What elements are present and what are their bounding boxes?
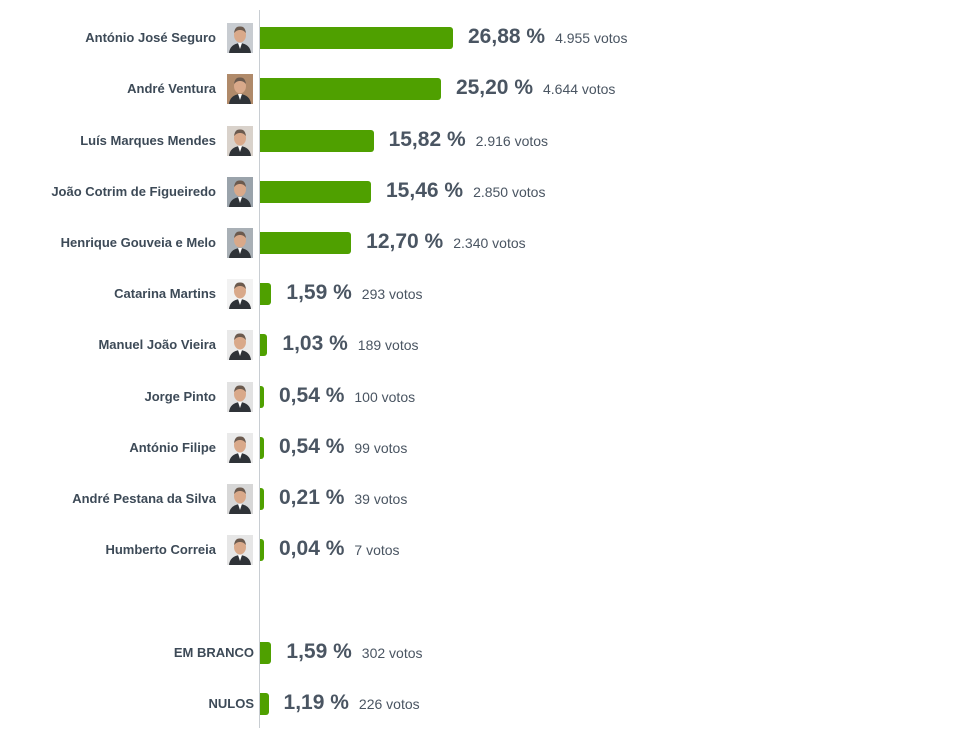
percent-label: 25,20 % [455,76,533,99]
candidate-name: João Cotrim de Figueiredo [51,184,216,199]
result-bar [260,539,264,561]
candidate-photo [227,382,253,412]
votes-label: 99 votos [354,440,408,456]
result-bar [260,488,264,510]
votes-label: 2.916 votos [475,133,549,149]
votes-label: 4.644 votos [543,81,616,97]
candidate-photo [227,228,253,258]
result-bar [260,437,264,459]
percent-label: 0,54 % [279,384,345,407]
result-bar [260,232,352,254]
result-row: NULOS 1,19 % 226 votos [0,684,960,724]
percent-label: 0,04 % [279,537,345,560]
result-bar [260,693,269,715]
candidate-name: Jorge Pinto [144,389,216,404]
candidate-name: Manuel João Vieira [98,337,216,352]
votes-label: 2.850 votos [473,184,546,200]
result-row: André Pestana da Silva 0,21 % 39 votos [0,479,960,519]
result-row: Catarina Martins 1,59 % 293 votos [0,274,960,314]
result-bar [260,181,371,203]
candidate-name: Humberto Correia [105,542,216,557]
percent-label: 0,54 % [279,435,345,458]
votes-label: 293 votos [361,286,423,302]
percent-label: 26,88 % [468,25,546,48]
result-bar [260,27,453,49]
candidate-photo [227,177,253,207]
candidate-name: António José Seguro [85,30,216,45]
candidate-photo [227,433,253,463]
candidate-name: NULOS [208,696,255,711]
candidate-photo [227,23,253,53]
votes-label: 100 votos [354,389,416,405]
percent-label: 15,46 % [386,179,464,202]
percent-label: 0,21 % [279,486,345,509]
result-row: João Cotrim de Figueiredo 15,46 % 2.850 vo… [0,172,960,212]
result-bar [260,642,272,664]
candidate-name: Henrique Gouveia e Melo [60,235,216,250]
result-row: André Ventura 25,20 % 4.644 votos [0,69,960,109]
result-row: António José Seguro 26,88 % 4.955 votos [0,18,960,58]
votes-label: 189 votos [357,337,419,353]
candidate-name: Catarina Martins [114,286,216,301]
baseline-axis [259,10,260,728]
result-bar [260,130,374,152]
result-row: Henrique Gouveia e Melo 12,70 % 2.340 voto… [0,223,960,263]
candidate-name: EM BRANCO [173,645,254,660]
candidate-name: André Ventura [127,81,216,96]
percent-label: 12,70 % [366,230,444,253]
result-row: EM BRANCO 1,59 % 302 votos [0,633,960,673]
votes-label: 226 votos [358,696,420,712]
candidate-name: António Filipe [129,440,216,455]
result-row: Manuel João Vieira 1,03 % 189 votos [0,325,960,365]
votes-label: 39 votos [354,491,408,507]
result-bar [260,334,268,356]
candidate-photo [227,126,253,156]
result-row: Luís Marques Mendes 15,82 % 2.916 votos [0,121,960,161]
votes-label: 302 votos [361,645,423,661]
result-row: Jorge Pinto 0,54 % 100 votos [0,377,960,417]
votes-label: 7 votos [354,542,400,558]
votes-label: 2.340 votos [453,235,526,251]
percent-label: 1,19 % [283,691,349,714]
candidate-photo [227,535,253,565]
candidate-photo [227,484,253,514]
candidate-photo [227,279,253,309]
percent-label: 1,03 % [282,332,348,355]
result-bar [260,386,264,408]
result-bar [260,78,441,100]
candidate-photo [227,74,253,104]
percent-label: 15,82 % [388,128,466,151]
result-row: Humberto Correia 0,04 % 7 votos [0,530,960,570]
result-bar [260,283,272,305]
votes-label: 4.955 votos [555,30,628,46]
result-row: António Filipe 0,54 % 99 votos [0,428,960,468]
percent-label: 1,59 % [286,640,352,663]
candidate-photo [227,330,253,360]
candidate-name: Luís Marques Mendes [80,133,216,148]
candidate-name: André Pestana da Silva [72,491,216,506]
percent-label: 1,59 % [286,281,352,304]
